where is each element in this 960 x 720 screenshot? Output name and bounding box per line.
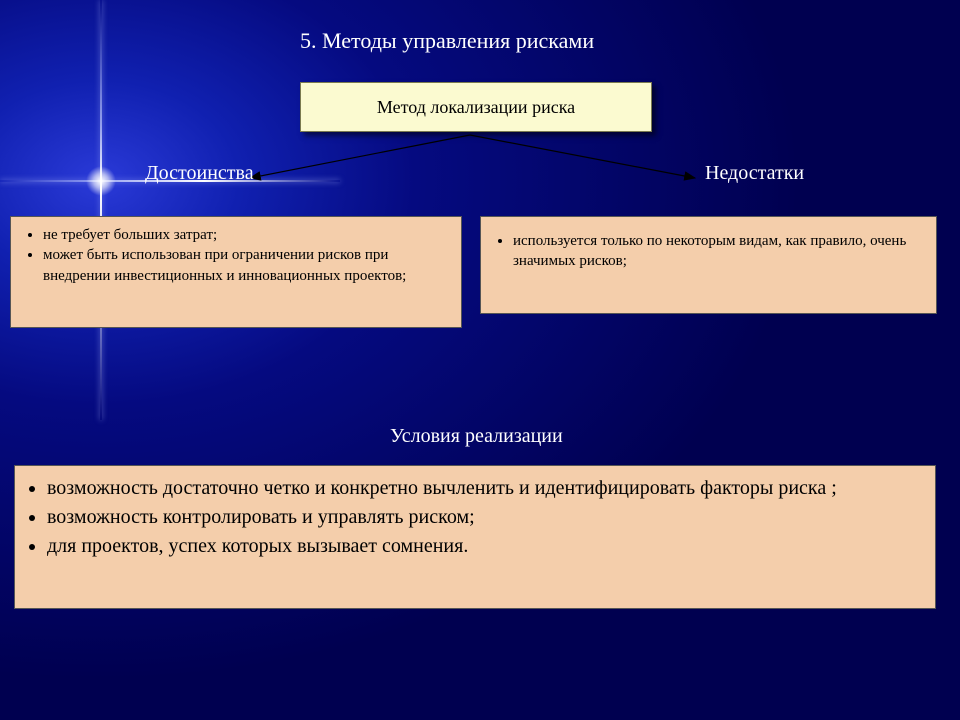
slide-root: 5. Методы управления рисками Метод локал… <box>0 0 960 720</box>
method-box: Метод локализации риска <box>300 82 652 132</box>
advantages-item: может быть использован при ограничении р… <box>43 245 449 286</box>
lens-flare-vertical <box>100 0 102 420</box>
disadvantages-item: используется только по некоторым видам, … <box>513 231 924 272</box>
conditions-item: возможность контролировать и управлять р… <box>47 503 923 532</box>
conditions-item: возможность достаточно четко и конкретно… <box>47 474 923 503</box>
lens-flare-core <box>86 166 116 196</box>
advantages-item: не требует больших затрат; <box>43 225 449 245</box>
slide-title: 5. Методы управления рисками <box>300 28 594 54</box>
method-box-text: Метод локализации риска <box>377 97 575 118</box>
conditions-box: возможность достаточно четко и конкретно… <box>14 465 936 609</box>
disadvantages-label: Недостатки <box>705 162 804 185</box>
arrow-left <box>250 135 470 178</box>
conditions-item: для проектов, успех которых вызывает сом… <box>47 532 923 561</box>
advantages-box: не требует больших затрат; может быть ис… <box>10 216 462 328</box>
conditions-label: Условия реализации <box>390 425 563 448</box>
disadvantages-box: используется только по некоторым видам, … <box>480 216 937 314</box>
advantages-label: Достоинства <box>145 162 254 185</box>
arrow-right <box>470 135 695 178</box>
